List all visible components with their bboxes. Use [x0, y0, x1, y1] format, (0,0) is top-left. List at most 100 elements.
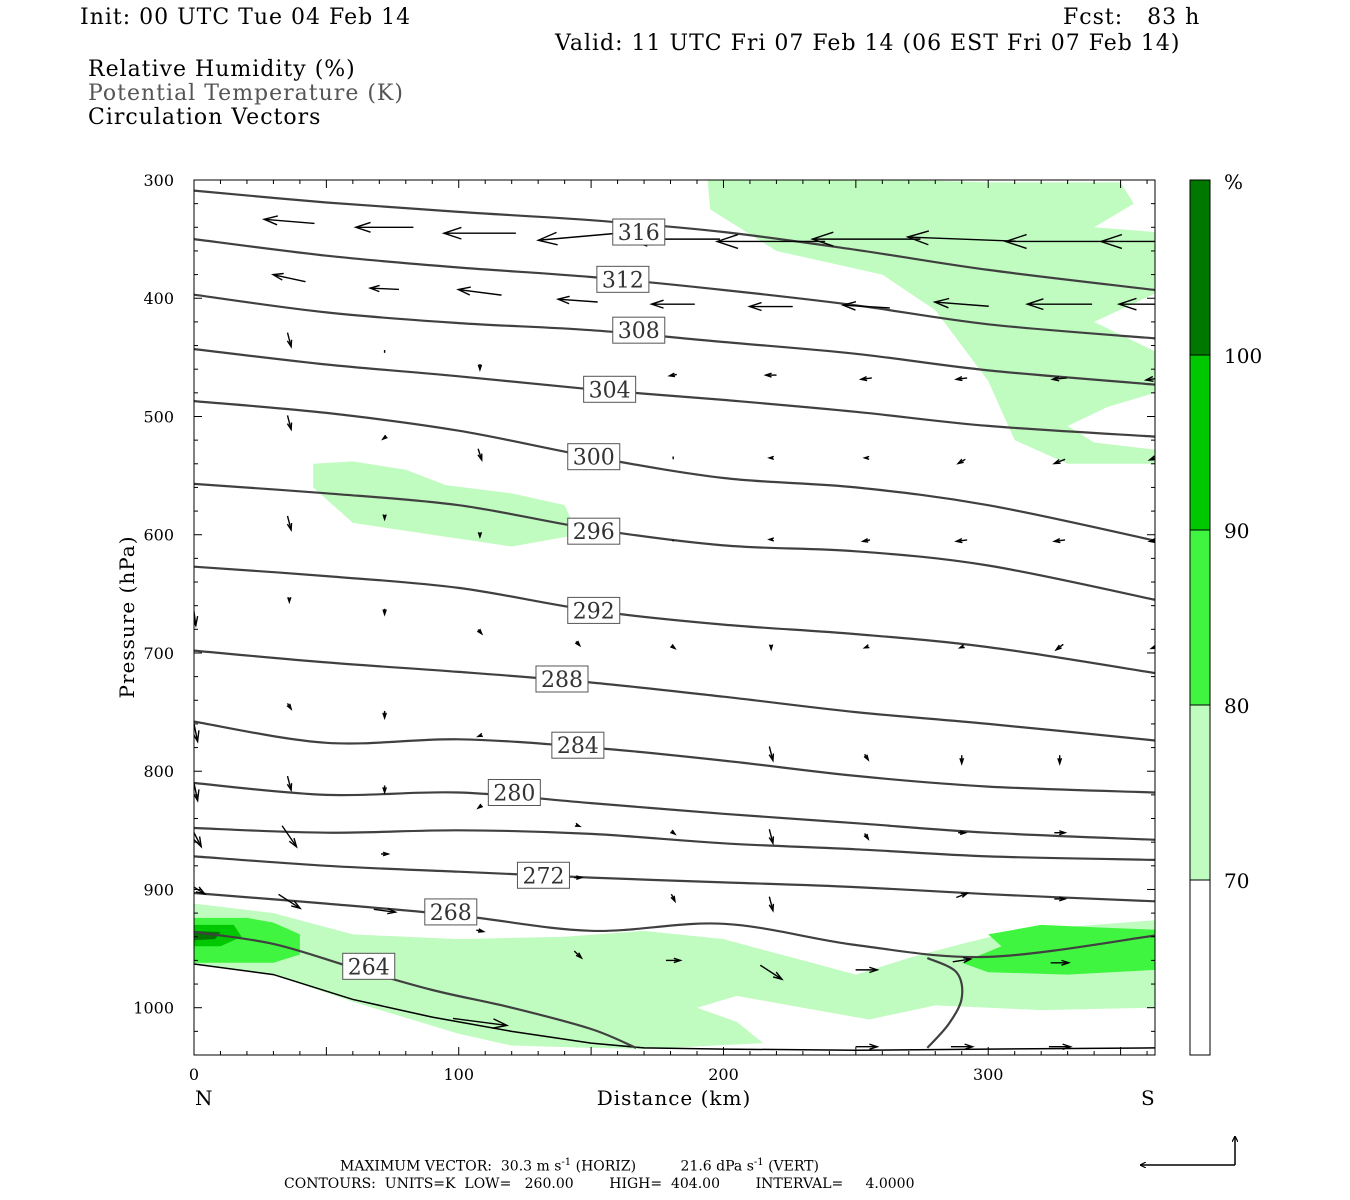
circulation-vector-77 — [281, 825, 298, 849]
y-tick-label-900: 900 — [143, 880, 174, 899]
contour-label-280: 280 — [493, 782, 535, 807]
circulation-vector-63 — [863, 753, 870, 762]
circulation-vector-33 — [767, 455, 775, 461]
circulation-vector-40 — [477, 532, 483, 540]
circulation-vector-44 — [954, 538, 968, 544]
circulation-vector-10 — [270, 272, 306, 283]
contour-label-300: 300 — [573, 446, 615, 471]
theta-contour-300 — [194, 400, 1155, 542]
y-axis-labels: 300 400 500 600 700 800 900 1000 — [133, 171, 174, 1018]
circulation-vector-58 — [194, 720, 200, 744]
colorbar: 70 80 90 100 — [1189, 179, 1262, 1056]
circulation-vector-45 — [1052, 538, 1066, 544]
circulation-vector-53 — [768, 644, 774, 652]
circulation-vector-65 — [1057, 755, 1063, 766]
circulation-vector-71 — [670, 829, 677, 836]
circulation-vector-95 — [855, 1043, 880, 1051]
circulation-vector-54 — [862, 644, 870, 649]
y-tick-label-400: 400 — [143, 289, 174, 308]
circulation-vector-81 — [768, 896, 775, 913]
plot-frame — [193, 179, 1156, 1056]
circulation-vector-37 — [1147, 455, 1155, 461]
circulation-vector-20 — [286, 332, 293, 349]
circulation-vector-43 — [860, 538, 871, 543]
valid-time: Valid: 11 UTC Fri 07 Feb 14 (06 EST Fri … — [555, 31, 1181, 56]
forecast-hour: Fcst: 83 h — [1063, 5, 1201, 30]
circulation-vector-12 — [456, 286, 502, 296]
colorbar-segment-0 — [1189, 879, 1211, 1056]
circulation-vector-55 — [957, 644, 965, 649]
circulation-vector-86 — [373, 907, 398, 915]
circulation-vectors — [194, 215, 1155, 1051]
theta-contour-288 — [194, 649, 1155, 742]
contour-label-308: 308 — [618, 319, 660, 344]
circulation-vector-34 — [862, 455, 870, 461]
contour-label-292: 292 — [573, 599, 615, 624]
circulation-vector-5 — [714, 233, 826, 250]
circulation-vector-74 — [958, 830, 968, 836]
contour-label-box-312 — [596, 265, 650, 293]
circulation-vector-3 — [536, 231, 618, 246]
circulation-vector-72 — [768, 829, 775, 846]
x-tick-label-200: 200 — [708, 1065, 739, 1084]
circulation-vector-59 — [286, 703, 293, 711]
circulation-vector-48 — [287, 597, 292, 605]
circulation-vector-25 — [858, 376, 872, 382]
theta-contour-272 — [194, 855, 1155, 903]
init-time: Init: 00 UTC Tue 04 Feb 14 — [80, 5, 412, 30]
circulation-vector-31 — [477, 448, 483, 463]
circulation-vector-14 — [649, 299, 695, 309]
circulation-vector-78 — [381, 851, 391, 857]
circulation-vector-90 — [759, 964, 784, 981]
circulation-vector-1 — [353, 221, 414, 233]
colorbar-label-70: 70 — [1224, 869, 1249, 893]
circulation-vector-11 — [367, 284, 400, 293]
circulation-vector-9 — [1098, 233, 1155, 250]
theta-contour-296 — [194, 482, 1155, 601]
circulation-vector-27 — [1050, 375, 1067, 382]
circulation-vector-85 — [278, 893, 302, 910]
rh-region-70-80-0 — [194, 903, 1155, 1050]
y-tick-label-500: 500 — [143, 407, 174, 426]
y-tick-label-1000: 1000 — [133, 999, 174, 1018]
colorbar-segment-3 — [1189, 354, 1211, 531]
circulation-vector-18 — [1025, 298, 1093, 311]
circulation-vector-6 — [810, 231, 921, 247]
contour-label-box-284 — [551, 731, 605, 759]
x-tick-label-0: 0 — [189, 1065, 199, 1084]
circulation-vector-28 — [1143, 375, 1155, 382]
contour-labels: 316 312 308 304 300 296 292 288 284 280 272 268 264 — [342, 218, 666, 980]
circulation-vector-89 — [665, 957, 683, 964]
contour-label-box-268 — [424, 898, 478, 926]
contour-info-line: CONTOURS: UNITS=K LOW= 260.00 HIGH= 404.… — [284, 1176, 915, 1192]
circulation-vector-61 — [476, 732, 483, 738]
circulation-vector-94 — [452, 1017, 510, 1029]
circulation-vector-69 — [476, 803, 483, 810]
colorbar-label-80: 80 — [1224, 694, 1249, 718]
field-label-vectors: Circulation Vectors — [88, 105, 322, 130]
circulation-vector-8 — [1003, 233, 1114, 250]
circulation-vector-79 — [574, 875, 584, 881]
theta-contour-264 — [194, 930, 637, 1049]
contour-label-288: 288 — [541, 668, 583, 693]
circulation-vector-50 — [476, 628, 484, 636]
rh-shading — [194, 180, 1155, 1050]
colorbar-unit: % — [1224, 170, 1243, 194]
colorbar-segment-2 — [1189, 529, 1211, 706]
axis-ticks — [193, 179, 1155, 1056]
circulation-vector-83 — [1054, 896, 1068, 902]
circulation-vector-75 — [1054, 830, 1068, 836]
contour-label-box-304 — [583, 375, 637, 403]
contour-label-box-280 — [487, 779, 541, 806]
circulation-vector-29 — [286, 415, 293, 432]
contour-label-box-288 — [535, 665, 589, 693]
contour-label-284: 284 — [557, 734, 599, 759]
theta-contour-268 — [194, 891, 1155, 959]
contour-label-304: 304 — [589, 378, 631, 403]
terrain-layer — [194, 963, 1155, 1052]
field-label-rh: Relative Humidity (%) — [88, 57, 356, 82]
contour-label-box-272 — [516, 861, 570, 889]
circulation-vector-62 — [768, 746, 775, 763]
circulation-vector-46 — [1147, 538, 1155, 544]
